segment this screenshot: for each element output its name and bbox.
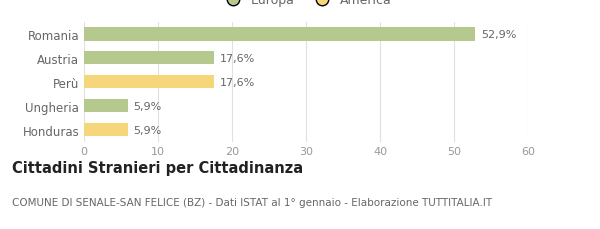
Text: 5,9%: 5,9%	[134, 101, 162, 111]
Text: 17,6%: 17,6%	[220, 54, 256, 64]
Bar	[84, 100, 128, 113]
Text: 5,9%: 5,9%	[134, 125, 162, 135]
Text: COMUNE DI SENALE-SAN FELICE (BZ) - Dati ISTAT al 1° gennaio - Elaborazione TUTTI: COMUNE DI SENALE-SAN FELICE (BZ) - Dati …	[12, 197, 492, 207]
Text: 52,9%: 52,9%	[481, 30, 517, 40]
Bar	[84, 52, 214, 65]
Bar	[84, 123, 128, 136]
Legend: Europa, America: Europa, America	[215, 0, 397, 12]
Text: Cittadini Stranieri per Cittadinanza: Cittadini Stranieri per Cittadinanza	[12, 160, 303, 175]
Text: 17,6%: 17,6%	[220, 77, 256, 87]
Bar	[84, 76, 214, 89]
Bar	[84, 28, 475, 41]
